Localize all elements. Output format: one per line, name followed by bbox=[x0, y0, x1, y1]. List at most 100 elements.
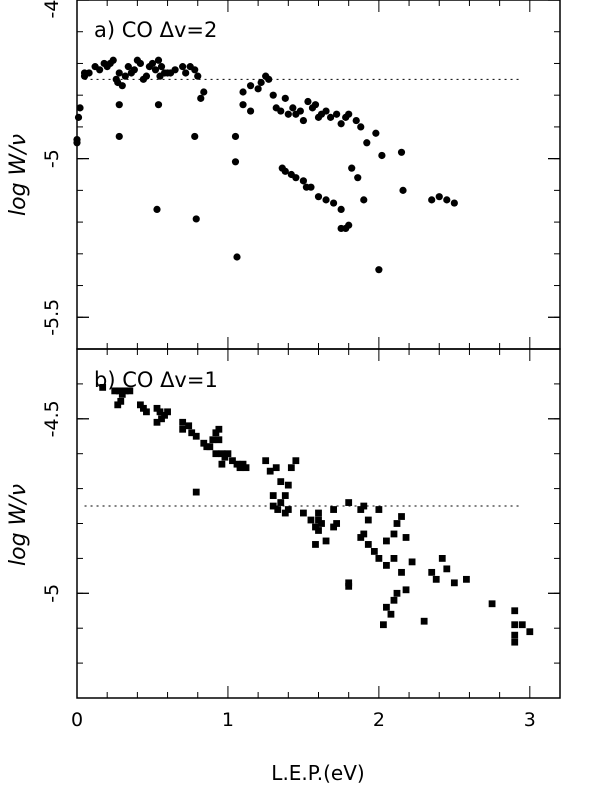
data-point bbox=[345, 499, 353, 506]
data-point bbox=[390, 530, 398, 538]
data-point bbox=[99, 383, 107, 391]
data-point bbox=[428, 196, 436, 204]
data-point bbox=[311, 101, 320, 109]
data-point bbox=[221, 453, 229, 461]
data-point bbox=[151, 66, 160, 74]
data-point bbox=[218, 460, 226, 468]
data-point bbox=[357, 534, 365, 541]
y-ticks: -4.5 -5 bbox=[41, 348, 560, 699]
x-ticks: 0 1 2 3 bbox=[71, 349, 561, 731]
data-point bbox=[337, 120, 345, 128]
data-point bbox=[115, 69, 123, 77]
data-point bbox=[364, 516, 372, 524]
data-point bbox=[239, 460, 247, 468]
data-point bbox=[192, 215, 200, 223]
data-point bbox=[318, 520, 325, 527]
data-point bbox=[239, 101, 247, 109]
x-axis-label: L.E.P.(eV) bbox=[271, 761, 364, 785]
data-point bbox=[357, 506, 365, 513]
data-point bbox=[287, 464, 295, 472]
data-point bbox=[402, 586, 410, 594]
data-point bbox=[115, 132, 123, 141]
y-axis-label: log W/ν bbox=[6, 134, 31, 216]
data-point bbox=[215, 436, 223, 444]
data-point bbox=[300, 509, 307, 517]
data-point bbox=[312, 523, 319, 531]
y-ticks: -4.5 -5 -5.5 bbox=[41, 0, 561, 350]
data-point bbox=[281, 492, 289, 499]
data-point bbox=[246, 107, 255, 115]
data-point bbox=[399, 186, 407, 194]
data-point bbox=[393, 589, 401, 597]
data-point bbox=[354, 174, 362, 182]
data-point bbox=[299, 116, 308, 125]
plot-frame bbox=[76, 0, 561, 350]
data-point bbox=[197, 94, 205, 102]
data-point bbox=[284, 481, 292, 489]
data-point bbox=[329, 199, 338, 207]
data-point bbox=[326, 113, 335, 121]
data-point bbox=[206, 443, 214, 451]
y-tick-label: -5.5 bbox=[41, 299, 63, 336]
panel-label: a) CO Δv=2 bbox=[94, 18, 217, 42]
data-point bbox=[191, 66, 199, 74]
data-point bbox=[85, 69, 93, 77]
data-point bbox=[315, 509, 322, 517]
data-point bbox=[171, 66, 179, 74]
data-point bbox=[257, 78, 265, 87]
data-point bbox=[269, 502, 277, 510]
data-point bbox=[307, 183, 315, 191]
data-point bbox=[357, 123, 365, 131]
data-point bbox=[215, 425, 223, 433]
data-point bbox=[383, 561, 390, 569]
y-tick-label: -5 bbox=[41, 584, 63, 603]
y-tick-label: -5 bbox=[41, 149, 63, 168]
data-points bbox=[73, 56, 458, 274]
data-point bbox=[157, 63, 166, 71]
data-point bbox=[117, 397, 125, 405]
data-point bbox=[330, 506, 337, 513]
data-point bbox=[121, 72, 129, 80]
data-point bbox=[398, 568, 405, 576]
data-point bbox=[246, 82, 255, 90]
data-point bbox=[231, 158, 240, 166]
data-point bbox=[360, 502, 368, 510]
data-point bbox=[209, 436, 217, 444]
data-point bbox=[111, 387, 119, 395]
data-point bbox=[212, 429, 220, 437]
data-point bbox=[450, 579, 458, 587]
data-point bbox=[191, 132, 199, 141]
data-point bbox=[192, 432, 200, 440]
data-point bbox=[154, 56, 163, 64]
data-point bbox=[224, 450, 232, 458]
data-point bbox=[115, 387, 123, 395]
data-point bbox=[182, 69, 190, 77]
data-point bbox=[233, 253, 241, 261]
data-point bbox=[322, 196, 330, 204]
data-point bbox=[380, 621, 387, 629]
data-point bbox=[126, 387, 134, 395]
data-point bbox=[121, 387, 129, 395]
data-point bbox=[420, 617, 428, 625]
data-point bbox=[74, 113, 83, 121]
data-point bbox=[200, 88, 208, 96]
data-point bbox=[363, 139, 371, 147]
data-point bbox=[274, 506, 282, 513]
data-point bbox=[289, 104, 297, 112]
data-point bbox=[265, 75, 273, 83]
data-point bbox=[114, 401, 122, 409]
data-point bbox=[378, 151, 386, 160]
data-point bbox=[511, 631, 519, 639]
data-point bbox=[142, 72, 151, 80]
data-point bbox=[281, 167, 289, 175]
data-point bbox=[262, 457, 270, 465]
data-point bbox=[292, 457, 300, 465]
data-point bbox=[281, 509, 289, 517]
data-point bbox=[360, 530, 368, 538]
data-point bbox=[136, 401, 144, 409]
data-point bbox=[185, 422, 193, 430]
data-point bbox=[179, 425, 187, 433]
data-point bbox=[360, 196, 368, 204]
data-point bbox=[390, 555, 398, 562]
